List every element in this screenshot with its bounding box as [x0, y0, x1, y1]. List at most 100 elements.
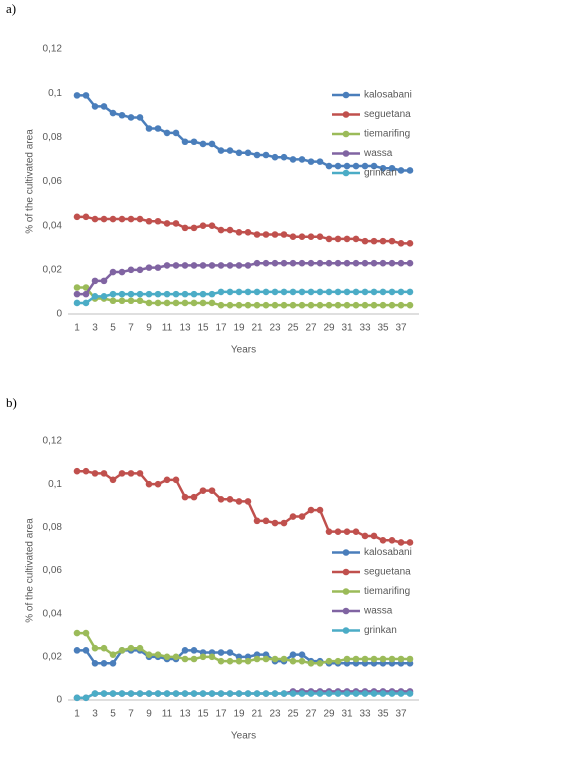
data-point [271, 153, 279, 161]
data-point [397, 288, 405, 296]
data-point [379, 536, 387, 544]
data-point [181, 290, 189, 298]
x-tick-label: 13 [179, 323, 191, 334]
data-point [136, 470, 144, 477]
data-point [226, 301, 234, 309]
data-point [226, 147, 234, 154]
y-axis-title: % of the cultivated area [25, 129, 36, 234]
legend-label: wassa [363, 148, 393, 159]
data-point [118, 297, 126, 305]
series-line [77, 631, 410, 665]
data-point [118, 690, 126, 697]
data-point [109, 268, 117, 276]
data-point [172, 690, 180, 697]
data-point [334, 235, 342, 243]
data-point [253, 655, 261, 663]
data-point [163, 653, 171, 661]
data-point [82, 647, 90, 654]
data-point [289, 301, 297, 309]
data-point [397, 655, 405, 663]
data-point [388, 237, 396, 245]
x-tick-label: 15 [197, 323, 209, 334]
data-point [190, 224, 198, 232]
data-point [190, 655, 198, 663]
data-point [235, 498, 243, 505]
data-point [397, 539, 405, 546]
data-point [271, 655, 279, 663]
data-point [352, 528, 360, 535]
data-point [388, 301, 396, 309]
data-point [136, 290, 144, 298]
data-point [100, 660, 108, 667]
data-point [226, 657, 234, 665]
y-tick-label: 0,04 [43, 220, 63, 231]
data-point [100, 215, 108, 223]
data-point [244, 301, 252, 309]
x-tick-label: 15 [197, 709, 209, 720]
data-point [181, 493, 189, 501]
data-point [163, 129, 171, 137]
data-point [352, 655, 360, 663]
data-point [226, 495, 234, 503]
x-tick-label: 13 [179, 709, 191, 720]
data-point [253, 288, 261, 296]
data-point [91, 293, 99, 300]
series-line [77, 286, 410, 307]
data-point [190, 690, 198, 697]
data-point [325, 657, 333, 665]
data-point [190, 647, 198, 654]
data-point [406, 655, 414, 663]
data-point [91, 644, 99, 652]
data-point [91, 215, 99, 223]
data-point [181, 138, 189, 146]
x-tick-label: 9 [146, 709, 152, 720]
legend-label: tiemarifing [364, 129, 410, 140]
data-point [298, 513, 306, 520]
data-point [109, 651, 117, 658]
data-point [208, 299, 216, 307]
data-point [271, 690, 279, 697]
data-point [82, 290, 90, 298]
data-point [199, 290, 207, 298]
data-point [235, 657, 243, 665]
data-point [406, 167, 414, 174]
data-point [154, 690, 162, 697]
data-point [244, 498, 252, 505]
data-point [406, 301, 414, 309]
data-point [370, 690, 378, 697]
data-point [82, 629, 90, 637]
data-point [325, 235, 333, 243]
data-point [379, 259, 387, 267]
data-point [289, 259, 297, 267]
x-tick-label: 7 [128, 709, 134, 720]
data-point [379, 301, 387, 309]
data-point [379, 655, 387, 663]
data-point [244, 262, 252, 269]
data-point [235, 228, 243, 236]
data-point [289, 651, 297, 658]
data-point [370, 259, 378, 267]
data-point [127, 114, 135, 121]
data-point [361, 655, 369, 663]
data-point [73, 647, 81, 654]
x-tick-label: 21 [251, 709, 263, 720]
y-tick-label: 0,12 [43, 44, 63, 55]
x-tick-label: 35 [377, 323, 389, 334]
legend-marker [342, 150, 350, 157]
legend-label: seguetana [364, 567, 411, 578]
data-point [208, 690, 216, 697]
data-point [388, 536, 396, 544]
data-point [289, 233, 297, 241]
data-point [316, 158, 324, 165]
data-point [325, 162, 333, 170]
data-point [109, 215, 117, 223]
data-point [388, 164, 396, 172]
y-tick-label: 0,08 [43, 522, 63, 533]
x-tick-label: 29 [323, 323, 335, 334]
data-point [145, 480, 153, 488]
data-point [343, 288, 351, 296]
data-point [100, 644, 108, 652]
data-point [154, 264, 162, 271]
data-point [145, 264, 153, 271]
data-point [199, 262, 207, 269]
